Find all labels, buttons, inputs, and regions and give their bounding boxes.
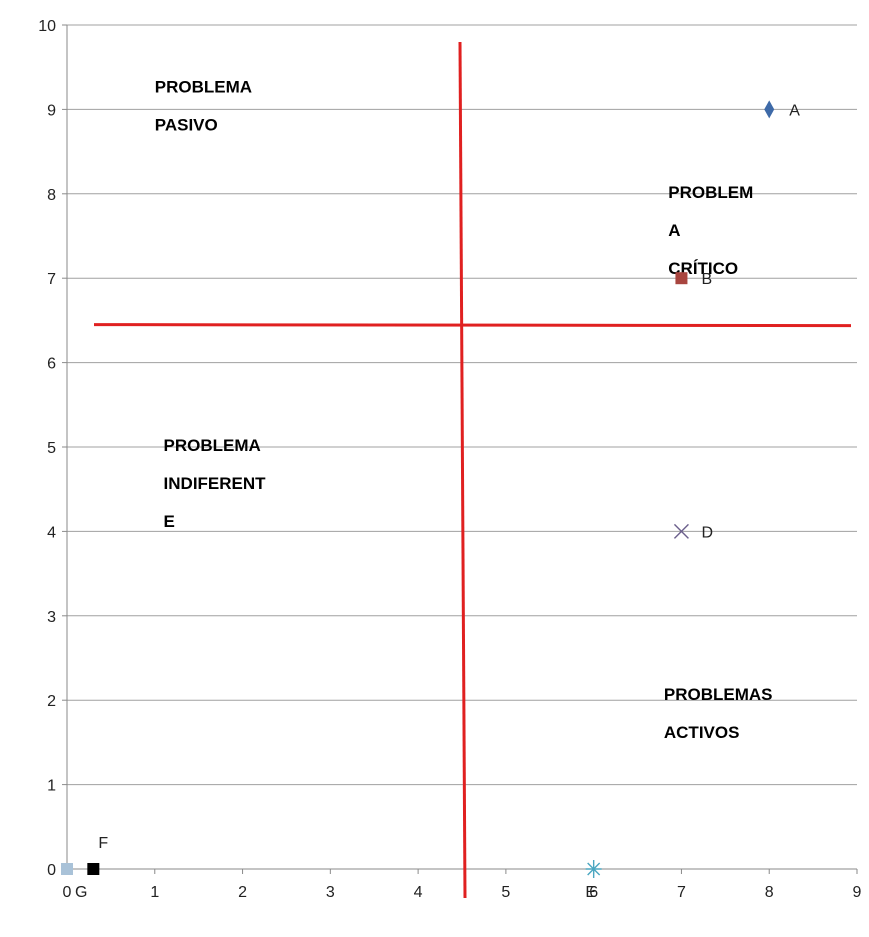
quadrant-label-line: INDIFERENT	[164, 474, 267, 493]
y-tick-label: 6	[47, 356, 56, 373]
y-tick-label: 3	[47, 609, 56, 626]
data-point-G: G	[61, 863, 87, 901]
data-point-B: B	[675, 271, 712, 288]
y-tick-label: 4	[47, 524, 56, 541]
point-label: D	[701, 524, 713, 541]
marker-x-stroke	[673, 523, 689, 539]
x-tick-label: 7	[677, 884, 686, 901]
horizontal-divider-line	[93, 323, 852, 328]
y-tick-label: 2	[47, 693, 56, 710]
data-point-E: E	[585, 860, 602, 901]
point-label: F	[98, 835, 108, 852]
point-label: G	[75, 884, 87, 901]
tick-labels: 0 1 2 3 4 5 6 7 8 9 10 0 1 2 3 4 5 6 7 8 9	[38, 18, 861, 901]
vertical-divider-line	[458, 41, 467, 899]
marker-square	[61, 863, 73, 875]
quadrant-dividers	[93, 41, 852, 899]
quadrant-label: PROBLEMA PASIVO	[155, 78, 252, 135]
quadrant-label-line: A	[668, 221, 680, 240]
x-tick-label: 6	[589, 884, 598, 901]
point-label: A	[789, 102, 800, 119]
y-tick-label: 0	[47, 862, 56, 879]
x-tick-label: 3	[326, 884, 335, 901]
quadrant-label-line: PROBLEMA	[155, 78, 252, 97]
quadrant-label-line: ACTIVOS	[664, 723, 740, 742]
quadrant-label: PROBLEMAS ACTIVOS	[664, 685, 773, 742]
y-tick-label: 7	[47, 271, 56, 288]
y-tick-label: 9	[47, 102, 56, 119]
x-tick-label: 1	[150, 884, 159, 901]
data-points: A B D E G F	[61, 100, 800, 901]
quadrant-label: PROBLEMA INDIFERENT E	[164, 436, 267, 531]
data-point-D: D	[673, 523, 713, 541]
quadrant-label-line: PROBLEMA	[164, 436, 261, 455]
point-label: B	[701, 271, 712, 288]
marker-diamond	[764, 100, 775, 119]
x-tick-label: 8	[765, 884, 774, 901]
marker-square	[675, 272, 688, 285]
x-tick-label: 2	[238, 884, 247, 901]
x-tick-label: 4	[414, 884, 423, 901]
y-tick-label: 5	[47, 440, 56, 457]
y-tick-label: 8	[47, 187, 56, 204]
marker-star-stroke	[587, 862, 601, 876]
quadrant-label-line: E	[164, 512, 175, 531]
y-tick-label: 1	[47, 778, 56, 795]
quadrant-label-line: PROBLEMAS	[664, 685, 773, 704]
data-point-A: A	[764, 100, 800, 119]
x-tick-label: 9	[853, 884, 862, 901]
point-label: E	[585, 884, 596, 901]
marker-square	[87, 863, 100, 875]
x-tick-label: 5	[501, 884, 510, 901]
x-tick-label: 0	[63, 884, 72, 901]
data-point-F: F	[87, 835, 108, 875]
y-tick-label: 10	[38, 18, 56, 35]
quadrant-label-line: PASIVO	[155, 116, 218, 135]
quadrant-label-line: PROBLEM	[668, 183, 753, 202]
